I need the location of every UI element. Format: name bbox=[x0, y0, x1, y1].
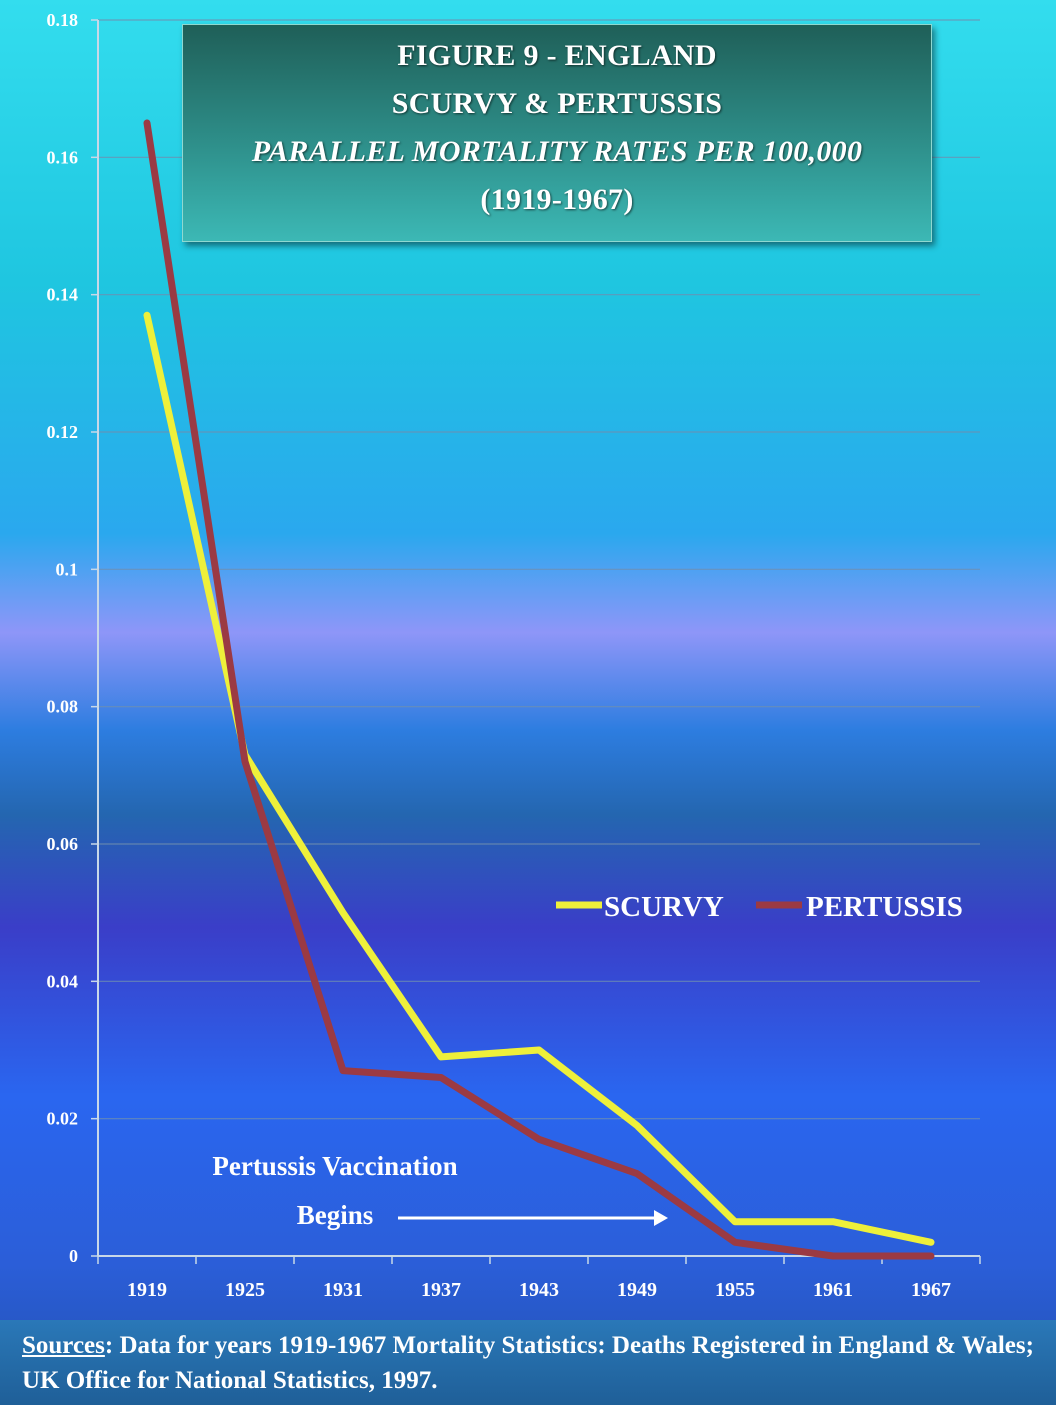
data-point-scurvy bbox=[440, 1055, 442, 1058]
y-tick-label: 0.04 bbox=[47, 971, 79, 991]
series-line-scurvy bbox=[143, 311, 935, 1246]
data-point-scurvy bbox=[636, 1124, 638, 1127]
y-tick-label: 0.08 bbox=[47, 697, 79, 717]
x-tick-label: 1931 bbox=[323, 1279, 363, 1301]
y-tick-label: 0.18 bbox=[47, 10, 79, 30]
x-tick-label: 1919 bbox=[127, 1279, 167, 1301]
data-point-pertussis bbox=[440, 1076, 442, 1079]
x-tick-label: 1925 bbox=[225, 1279, 265, 1301]
annotation-arrow-head bbox=[654, 1210, 668, 1226]
sources-label: Sources bbox=[22, 1332, 105, 1359]
series-line-pertussis bbox=[143, 119, 935, 1260]
y-tick-label: 0.12 bbox=[47, 422, 79, 442]
data-point-scurvy bbox=[538, 1049, 540, 1051]
x-tick-label: 1937 bbox=[421, 1279, 461, 1301]
line-chart: 0 0.02 0.04 0.06 0.08 0.1 0.12 0.14 0.16 0.18 1919… bbox=[47, 10, 981, 1301]
data-point-scurvy bbox=[146, 314, 148, 317]
x-tick-label: 1955 bbox=[715, 1279, 755, 1301]
data-point-pertussis bbox=[538, 1138, 540, 1141]
sources-footer: Sources: Data for years 1919-1967 Mortal… bbox=[0, 1320, 1056, 1405]
chart-title-line-4: (1919-1967) bbox=[480, 183, 634, 216]
data-point-pertussis bbox=[244, 760, 246, 763]
annotation-text-line-1: Pertussis Vaccination bbox=[212, 1151, 457, 1181]
chart-title-line-1: FIGURE 9 - ENGLAND bbox=[397, 39, 717, 72]
data-point-scurvy bbox=[930, 1241, 932, 1244]
data-point-pertussis bbox=[146, 122, 148, 124]
y-tick-label: 0.02 bbox=[47, 1109, 79, 1129]
data-point-scurvy bbox=[734, 1220, 736, 1223]
x-tick-label: 1967 bbox=[911, 1279, 951, 1301]
y-tick-label: 0 bbox=[69, 1246, 78, 1266]
x-tick-label: 1961 bbox=[813, 1279, 853, 1301]
chart-title-line-2: SCURVY & PERTUSSIS bbox=[391, 87, 723, 120]
chart-title-line-3: PARALLEL MORTALITY RATES PER 100,000 bbox=[251, 135, 863, 168]
sources-body: : Data for years 1919-1967 Mortality Sta… bbox=[22, 1332, 1034, 1394]
y-tick-label: 0.06 bbox=[47, 834, 79, 854]
y-tick-label: 0.14 bbox=[47, 285, 79, 305]
data-point-scurvy bbox=[342, 911, 344, 914]
y-tick-label: 0.1 bbox=[56, 559, 79, 579]
data-point-scurvy bbox=[832, 1220, 834, 1223]
legend-label-pertussis: PERTUSSIS bbox=[806, 891, 963, 923]
data-point-pertussis bbox=[636, 1172, 638, 1175]
data-point-pertussis bbox=[930, 1255, 932, 1257]
annotation-text-line-2: Begins bbox=[297, 1200, 374, 1230]
x-tick-label: 1949 bbox=[617, 1279, 657, 1301]
sources-text: Sources: Data for years 1919-1967 Mortal… bbox=[22, 1328, 1042, 1398]
data-point-pertussis bbox=[342, 1069, 344, 1072]
data-point-pertussis bbox=[734, 1241, 736, 1244]
chart-title-box: FIGURE 9 - ENGLAND SCURVY & PERTUSSIS PA… bbox=[182, 24, 932, 242]
y-tick-label: 0.16 bbox=[47, 147, 79, 167]
data-point-pertussis bbox=[832, 1255, 834, 1257]
x-tick-label: 1943 bbox=[519, 1279, 559, 1301]
legend-label-scurvy: SCURVY bbox=[604, 891, 724, 923]
